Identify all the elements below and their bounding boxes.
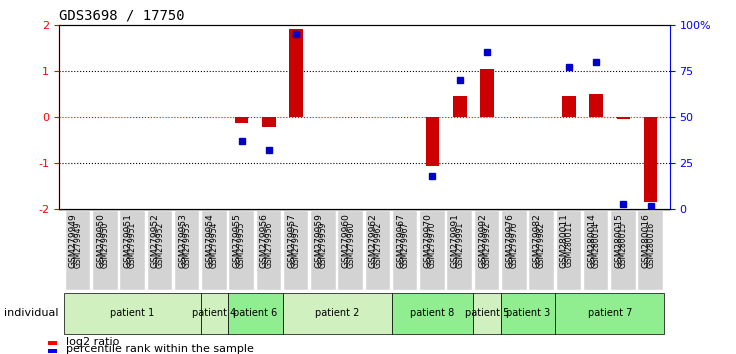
Text: GSM279991: GSM279991 [456, 222, 464, 268]
Text: individual: individual [4, 308, 59, 318]
FancyBboxPatch shape [147, 211, 172, 290]
Text: patient 7: patient 7 [587, 308, 632, 318]
Text: GSM279962: GSM279962 [369, 213, 378, 268]
FancyBboxPatch shape [284, 211, 308, 290]
Text: GSM280016: GSM280016 [646, 222, 655, 268]
Text: GSM279950: GSM279950 [101, 222, 110, 268]
Text: GSM279955: GSM279955 [237, 222, 246, 268]
Text: GSM279960: GSM279960 [342, 213, 350, 268]
Text: patient 3: patient 3 [506, 308, 550, 318]
Text: GSM279976: GSM279976 [510, 222, 519, 268]
FancyBboxPatch shape [473, 293, 500, 334]
Text: GSM279949: GSM279949 [74, 222, 82, 268]
Text: GSM279992: GSM279992 [478, 213, 487, 268]
FancyBboxPatch shape [257, 211, 281, 290]
FancyBboxPatch shape [556, 211, 581, 290]
Text: GSM279967: GSM279967 [400, 222, 410, 268]
Bar [644, 117, 657, 202]
FancyBboxPatch shape [502, 211, 526, 290]
Text: GSM280014: GSM280014 [587, 213, 596, 268]
FancyBboxPatch shape [174, 211, 199, 290]
Text: GSM279967: GSM279967 [396, 213, 406, 268]
Text: GSM279949: GSM279949 [69, 213, 78, 268]
Text: GSM280011: GSM280011 [565, 222, 573, 268]
FancyBboxPatch shape [230, 211, 254, 290]
FancyBboxPatch shape [93, 211, 118, 290]
Text: patient 5: patient 5 [465, 308, 509, 318]
Text: GSM279960: GSM279960 [346, 222, 355, 268]
FancyBboxPatch shape [202, 211, 227, 290]
FancyBboxPatch shape [611, 211, 636, 290]
Text: GSM279991: GSM279991 [450, 213, 460, 268]
Text: GSM280016: GSM280016 [642, 213, 651, 268]
Text: GSM279954: GSM279954 [210, 222, 219, 268]
Text: GSM279976: GSM279976 [506, 213, 514, 268]
Bar [617, 117, 630, 119]
FancyBboxPatch shape [529, 211, 554, 290]
Text: GSM280015: GSM280015 [615, 213, 623, 268]
FancyBboxPatch shape [500, 293, 555, 334]
FancyBboxPatch shape [120, 211, 145, 290]
Text: GSM280014: GSM280014 [592, 222, 601, 268]
Bar [453, 96, 467, 117]
FancyBboxPatch shape [283, 293, 392, 334]
Text: GSM279956: GSM279956 [264, 222, 273, 268]
Text: GSM279955: GSM279955 [233, 213, 241, 268]
Text: GDS3698 / 17750: GDS3698 / 17750 [59, 8, 185, 22]
Text: GSM279952: GSM279952 [151, 213, 160, 268]
Text: log2 ratio: log2 ratio [59, 337, 119, 347]
Text: GSM279957: GSM279957 [287, 213, 296, 268]
Text: GSM279982: GSM279982 [533, 213, 542, 268]
Text: GSM279970: GSM279970 [423, 213, 433, 268]
FancyBboxPatch shape [475, 211, 499, 290]
Text: GSM279959: GSM279959 [314, 213, 323, 268]
Bar [289, 29, 303, 117]
Text: GSM279952: GSM279952 [155, 222, 164, 268]
FancyBboxPatch shape [201, 293, 228, 334]
FancyBboxPatch shape [584, 211, 609, 290]
Text: patient 2: patient 2 [315, 308, 359, 318]
FancyBboxPatch shape [366, 211, 390, 290]
Text: GSM279950: GSM279950 [96, 213, 105, 268]
Bar [590, 94, 603, 117]
Text: GSM279959: GSM279959 [319, 222, 328, 268]
Bar [235, 117, 249, 122]
Bar [425, 117, 439, 166]
Text: GSM279951: GSM279951 [128, 222, 137, 268]
FancyBboxPatch shape [64, 293, 201, 334]
FancyBboxPatch shape [393, 211, 417, 290]
FancyBboxPatch shape [228, 293, 283, 334]
Text: patient 1: patient 1 [110, 308, 155, 318]
FancyBboxPatch shape [447, 211, 472, 290]
Text: patient 8: patient 8 [411, 308, 455, 318]
Text: GSM280015: GSM280015 [619, 222, 628, 268]
Text: GSM280011: GSM280011 [560, 213, 569, 268]
FancyBboxPatch shape [66, 211, 91, 290]
Bar [480, 69, 494, 117]
FancyBboxPatch shape [339, 211, 363, 290]
Bar [562, 96, 576, 117]
Text: GSM279962: GSM279962 [373, 222, 383, 268]
Text: GSM279982: GSM279982 [537, 222, 546, 268]
Text: GSM279951: GSM279951 [124, 213, 132, 268]
Text: GSM279970: GSM279970 [428, 222, 437, 268]
Bar [262, 117, 276, 127]
FancyBboxPatch shape [420, 211, 445, 290]
FancyBboxPatch shape [555, 293, 665, 334]
Text: patient 4: patient 4 [192, 308, 236, 318]
FancyBboxPatch shape [311, 211, 336, 290]
Text: GSM279954: GSM279954 [205, 213, 214, 268]
FancyBboxPatch shape [638, 211, 663, 290]
Text: GSM279957: GSM279957 [291, 222, 300, 268]
Text: GSM279956: GSM279956 [260, 213, 269, 268]
FancyBboxPatch shape [392, 293, 473, 334]
Text: GSM279953: GSM279953 [183, 222, 191, 268]
Text: percentile rank within the sample: percentile rank within the sample [59, 344, 254, 354]
Text: patient 6: patient 6 [233, 308, 277, 318]
Text: GSM279953: GSM279953 [178, 213, 187, 268]
Text: GSM279992: GSM279992 [483, 222, 492, 268]
